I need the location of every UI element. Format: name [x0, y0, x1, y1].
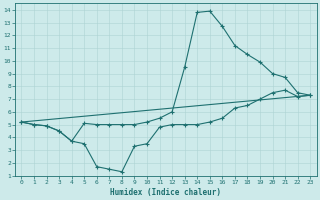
X-axis label: Humidex (Indice chaleur): Humidex (Indice chaleur)	[110, 188, 221, 197]
